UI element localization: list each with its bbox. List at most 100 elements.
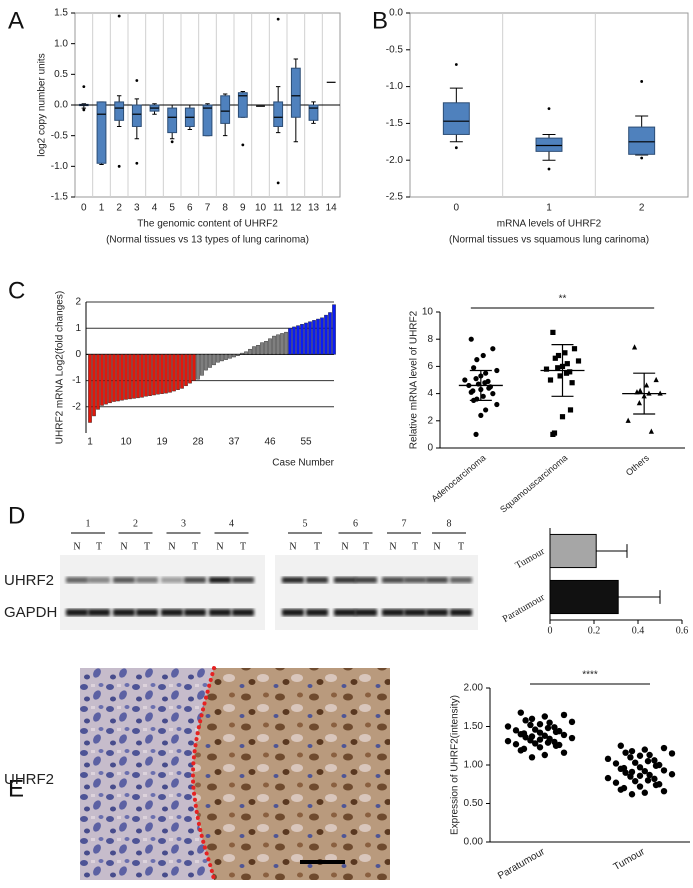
bar: [216, 354, 220, 363]
x-tick-label: 2: [116, 203, 122, 214]
blot-band: [334, 609, 356, 616]
bar: [212, 354, 216, 366]
lane-label: T: [363, 541, 369, 552]
y-tick-label: 2.00: [464, 683, 484, 694]
bar: [176, 354, 180, 390]
point: [628, 791, 636, 798]
point: [636, 783, 644, 790]
outlier: [454, 63, 458, 66]
lane-number: 7: [402, 518, 407, 529]
bar: [264, 341, 268, 355]
y-tick-label: -1.0: [386, 81, 404, 92]
point: [522, 717, 529, 724]
bar: [304, 322, 308, 355]
significance-label: ****: [582, 670, 598, 681]
significance-label: **: [559, 294, 567, 305]
bar: [240, 352, 244, 355]
panel-letter: A: [8, 7, 24, 34]
point: [622, 749, 629, 756]
lane-number: 6: [353, 518, 358, 529]
point: [648, 428, 654, 434]
x-tick-label: 14: [326, 203, 338, 214]
whisker: [311, 101, 316, 105]
point: [568, 718, 576, 726]
outlier: [135, 79, 139, 82]
y-tick-label: -1.5: [51, 192, 69, 203]
whisker: [542, 151, 556, 161]
point: [552, 742, 560, 749]
point: [575, 358, 582, 364]
blot-row-label: GAPDH: [4, 604, 57, 621]
blot-band: [450, 609, 472, 616]
point: [571, 346, 578, 352]
y-tick-label: 1.0: [54, 38, 68, 49]
point: [544, 739, 552, 746]
x-tick-label: 1: [546, 203, 552, 214]
point: [528, 754, 536, 761]
outlier: [640, 156, 644, 160]
blot-band: [161, 577, 183, 583]
lane-label: N: [389, 541, 396, 552]
x-tick-label: 55: [300, 437, 312, 448]
box: [220, 95, 231, 124]
y-tick-label: 1: [75, 323, 81, 334]
whisker: [116, 120, 122, 127]
bar: [192, 354, 196, 381]
bar: [220, 354, 224, 362]
x-tick-label: Adenocarcinoma: [429, 453, 487, 504]
bar: [196, 354, 200, 380]
point: [473, 376, 479, 382]
x-tick-label: 0: [454, 203, 460, 214]
point: [568, 734, 576, 742]
point: [541, 751, 548, 759]
blot-band: [136, 577, 158, 583]
x-axis-label: The genomic content of UHRF2: [137, 219, 278, 230]
blot-band: [232, 577, 254, 583]
panel-letter: C: [8, 277, 25, 304]
blot-band: [184, 577, 206, 583]
y-axis-label: UHRF2 mRNA Log2(fold changes): [55, 291, 66, 444]
y-tick-label: 1.00: [464, 760, 484, 771]
bar: [200, 354, 204, 376]
whisker: [222, 123, 228, 137]
blot-band: [113, 577, 135, 583]
point: [652, 781, 660, 789]
outlier: [170, 140, 174, 144]
point: [567, 407, 574, 413]
point: [541, 732, 548, 739]
whisker: [134, 98, 140, 105]
x-tick-label: Others: [624, 452, 652, 477]
sd-bar: [551, 344, 574, 397]
bar: [320, 317, 324, 355]
bar: [92, 354, 96, 417]
y-tick-label: -2.5: [386, 192, 404, 203]
bar: [96, 354, 100, 410]
outlier: [135, 161, 139, 165]
whisker: [449, 134, 463, 143]
bar: [244, 351, 248, 355]
x-tick-label: 8: [222, 203, 228, 214]
x-tick-label: 37: [228, 437, 240, 448]
y-tick-label: Paratumour: [501, 592, 547, 625]
y-tick-label: 2: [75, 297, 81, 308]
blot-band: [404, 609, 426, 616]
lane-label: N: [216, 541, 223, 552]
x-tick-label: 19: [156, 437, 168, 448]
blot-band: [66, 577, 88, 583]
whisker: [169, 104, 175, 109]
x-tick-label: 4: [152, 203, 158, 214]
y-tick-label: 8: [427, 334, 433, 345]
x-tick-label: 12: [290, 203, 302, 214]
whisker: [542, 133, 556, 139]
blot-row-label: UHRF2: [4, 572, 54, 589]
point: [644, 757, 652, 765]
point: [660, 767, 668, 774]
point: [544, 724, 552, 732]
whisker: [169, 132, 175, 140]
point: [622, 769, 629, 776]
lane-label: N: [341, 541, 348, 552]
box: [114, 101, 125, 121]
box: [442, 102, 470, 135]
blot-band: [66, 609, 88, 616]
plot-frame: [409, 12, 689, 198]
